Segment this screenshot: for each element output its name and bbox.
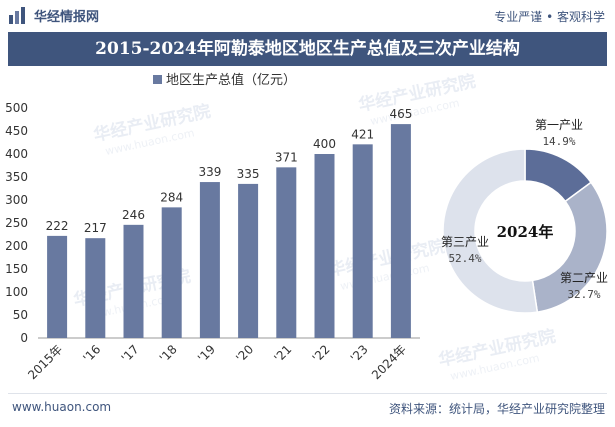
bar [123, 224, 144, 338]
donut-slice [442, 148, 539, 314]
brand-name: 华经情报网 [34, 9, 100, 25]
legend-swatch [153, 75, 162, 84]
bar-value-label: 217 [84, 221, 107, 235]
slice-percent-label: 14.9% [542, 135, 575, 148]
donut-center-label: 2024年 [497, 223, 554, 241]
x-tick-label: '18 [157, 342, 180, 365]
x-tick-label: '16 [80, 342, 103, 365]
bar-value-label: 465 [389, 107, 412, 121]
x-tick-label: '20 [233, 342, 256, 365]
y-tick-label: 0 [20, 331, 28, 345]
chart-area: 华经产业研究院www.huaon.com华经产业研究院www.huaon.com… [5, 71, 608, 383]
footer-source: 资料来源：统计局，华经产业研究院整理 [388, 402, 605, 416]
x-tick-label: 2015年 [25, 342, 65, 382]
y-tick-label: 100 [5, 285, 28, 299]
y-tick-label: 400 [5, 147, 28, 161]
bar-value-label: 335 [237, 167, 260, 181]
bar [276, 167, 297, 338]
x-tick-label: '23 [348, 342, 371, 365]
bar [85, 238, 106, 338]
bar [314, 154, 335, 338]
y-tick-label: 250 [5, 216, 28, 230]
bar [199, 182, 220, 338]
bar-value-label: 400 [313, 137, 336, 151]
donut-chart: 第一产业 14.9% 第二产业 32.7% 第三产业 52.4% 2024年 [441, 118, 608, 314]
brand-logo[interactable]: 华经情报网 [8, 5, 99, 25]
y-tick-label: 500 [5, 101, 28, 115]
x-tick-label: '19 [195, 342, 218, 365]
x-tick-label: 2024年 [369, 342, 409, 382]
y-tick-label: 300 [5, 193, 28, 207]
bar [352, 144, 373, 338]
slice-name-label: 第二产业 [560, 271, 608, 285]
y-tick-label: 350 [5, 170, 28, 184]
bar-chart: 地区生产总值（亿元） 0 50 100 150 200 250 300 350 400 450 500… [5, 72, 420, 382]
logo-icon [9, 7, 25, 24]
slice-name-label: 第三产业 [441, 235, 489, 249]
bar-value-label: 284 [160, 190, 183, 204]
y-tick-label: 200 [5, 239, 28, 253]
slice-name-label: 第一产业 [535, 118, 583, 132]
bar-value-label: 421 [351, 127, 374, 141]
y-tick-label: 450 [5, 124, 28, 138]
bar [238, 183, 259, 338]
slice-percent-label: 52.4% [448, 252, 481, 265]
y-tick-label: 50 [13, 308, 28, 322]
bar-value-label: 371 [275, 150, 298, 164]
slogan: 专业严谨 • 客观科学 [494, 10, 605, 24]
footer-divider [8, 393, 607, 394]
bar [161, 207, 182, 338]
x-tick-label: '17 [119, 342, 142, 365]
bar-value-label: 339 [198, 165, 221, 179]
x-tick-label: '21 [271, 342, 294, 365]
top-bar: 华经情报网 专业严谨 • 客观科学 [0, 0, 615, 32]
donut-slice [531, 181, 608, 313]
legend-label: 地区生产总值（亿元） [166, 72, 296, 88]
bar [390, 124, 411, 338]
footer-url[interactable]: www.huaon.com [12, 400, 112, 414]
bar-value-label: 246 [122, 208, 145, 222]
slice-percent-label: 32.7% [567, 288, 600, 301]
x-tick-label: '22 [310, 342, 333, 365]
bar [47, 235, 68, 338]
y-tick-label: 150 [5, 262, 28, 276]
chart-title: 2015-2024年阿勒泰地区地区生产总值及三次产业结构 [8, 32, 607, 66]
bar-value-label: 222 [46, 219, 69, 233]
